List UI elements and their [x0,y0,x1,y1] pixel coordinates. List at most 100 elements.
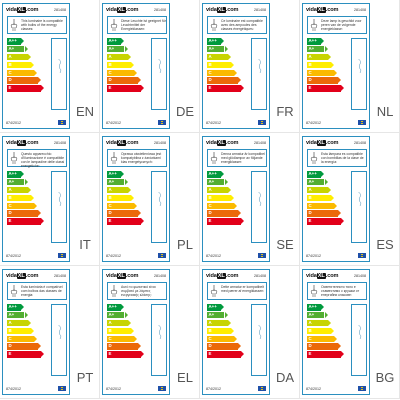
energy-class-scale: A++ A+ A B C D E [307,38,347,93]
compatibility-box: Denna armatur är kompatibel med glödlamp… [207,149,267,167]
compatibility-box: Oprawa oświetleniowa jest kompatybilna z… [107,149,167,167]
product-code: 281408 [54,141,66,145]
compatibility-text: This luminaire is compatible with bulbs … [21,19,63,31]
lamp-icon [109,152,119,165]
compatibility-text: Questo apparecchio d'illuminazione è com… [21,152,65,168]
included-bulb-panel [351,304,367,376]
compatibility-box: Ce luminaire est compatible avec des amp… [207,16,267,34]
included-bulb-panel [151,304,167,376]
energy-class-bar: A++ [207,304,225,311]
energy-class-bar: C [307,202,338,210]
included-bulb-panel [51,38,67,110]
compatibility-text: Denna armatur är kompatibel med glödlamp… [221,152,265,164]
regulation-number: 874/2012 [106,387,121,391]
energy-class-scale: A++ A+ A B C D E [207,171,247,226]
energy-class-scale: A++ A+ A B C D E [7,38,47,93]
energy-label-cell: vidaXL.com 281408 Осветителното тяло е съв… [300,266,400,399]
energy-class-bar: C [107,335,138,343]
energy-class-bar: E [107,85,144,92]
lamp-icon [158,191,162,207]
energy-label-card: vidaXL.com 281408 This luminaire is compat… [2,3,70,129]
energy-class-bar: A++ [307,171,325,178]
energy-class-bar: B [307,327,335,335]
regulation-number: 874/2012 [6,121,21,125]
language-code: DE [175,104,195,119]
regulation-number: 874/2012 [206,121,221,125]
energy-class-scale: A++ A+ A B C D E [7,304,47,359]
energy-class-bar: A+ [7,45,28,53]
energy-label-card: vidaXL.com 281408 Esta lámpara es compatib… [302,136,370,262]
lamp-icon [209,152,219,165]
product-code: 281408 [354,8,366,12]
energy-class-bar: E [7,85,44,92]
energy-class-scale: A++ A+ A B C D E [307,171,347,226]
energy-class-bar: A++ [107,304,125,311]
energy-class-bar: A+ [107,311,128,319]
compatibility-text: Ce luminaire est compatible avec des amp… [221,19,263,31]
eu-flag-icon [158,386,166,391]
regulation-number: 874/2012 [106,254,121,258]
energy-class-bar: E [7,218,44,225]
energy-label-card: vidaXL.com 281408 Oprawa oświetleniowa jes… [102,136,170,262]
brand-logo: vidaXL.com [6,140,39,146]
included-bulb-panel [151,171,167,243]
regulation-number: 874/2012 [6,254,21,258]
energy-class-bar: E [307,218,344,225]
included-bulb-panel [351,38,367,110]
language-code: EN [75,104,95,119]
energy-class-bar: B [307,194,335,202]
compatibility-text: Осветителното тяло е съвместимо с крушки… [321,285,360,297]
energy-label-cell: vidaXL.com 281408 Deze lamp is geschikt vo… [300,0,400,133]
energy-class-bar: E [107,351,144,358]
included-bulb-panel [51,171,67,243]
energy-class-bar: A [107,53,131,61]
energy-class-bar: A+ [307,311,328,319]
energy-class-bar: D [7,77,41,85]
eu-flag-icon [258,120,266,125]
energy-class-bar: A [7,319,31,327]
energy-class-bar: A+ [207,178,228,186]
regulation-number: 874/2012 [106,121,121,125]
energy-class-bar: A [207,53,231,61]
language-code: IT [79,237,91,252]
energy-class-bar: C [207,69,238,77]
energy-label-cell: vidaXL.com 281408 Denna armatur är kompati… [200,133,300,266]
energy-class-bar: A++ [7,304,25,311]
energy-class-bar: B [207,327,235,335]
energy-class-bar: B [7,194,35,202]
regulation-number: 874/2012 [306,121,321,125]
included-bulb-panel [351,171,367,243]
energy-label-cell: vidaXL.com 281408 This luminaire is compat… [0,0,100,133]
included-bulb-panel [51,304,67,376]
compatibility-box: Questo apparecchio d'illuminazione è com… [7,149,67,168]
regulation-number: 874/2012 [206,254,221,258]
energy-class-bar: A++ [7,38,25,45]
eu-flag-icon [358,253,366,258]
compatibility-text: Αυτό το φωτιστικό είναι συμβατό με λάμπε… [121,285,156,297]
product-code: 281408 [254,8,266,12]
energy-class-bar: E [107,218,144,225]
lamp-icon [9,19,19,32]
brand-logo: vidaXL.com [6,7,39,13]
lamp-icon [258,191,262,207]
energy-class-bar: A [307,319,331,327]
energy-class-bar: D [107,343,141,351]
energy-class-bar: C [307,335,338,343]
lamp-icon [258,324,262,340]
brand-logo: vidaXL.com [306,7,339,13]
energy-label-card: vidaXL.com 281408 Ce luminaire est compati… [202,3,270,129]
energy-class-bar: E [207,351,244,358]
energy-label-cell: vidaXL.com 281408 Dette armatur er kompati… [200,266,300,399]
compatibility-text: Esta lámpara es compatible con bombillas… [321,152,364,164]
energy-class-bar: E [207,218,244,225]
brand-logo: vidaXL.com [206,7,239,13]
compatibility-box: Deze lamp is geschikt voor peren van de … [307,16,367,34]
energy-label-cell: vidaXL.com 281408 Αυτό το φωτιστικό είναι … [100,266,200,399]
energy-class-bar: E [207,85,244,92]
energy-label-cell: vidaXL.com 281408 Esta luminária é compatí… [0,266,100,399]
regulation-number: 874/2012 [306,387,321,391]
lamp-icon [358,191,362,207]
brand-logo: vidaXL.com [206,273,239,279]
language-code: PL [177,237,193,252]
